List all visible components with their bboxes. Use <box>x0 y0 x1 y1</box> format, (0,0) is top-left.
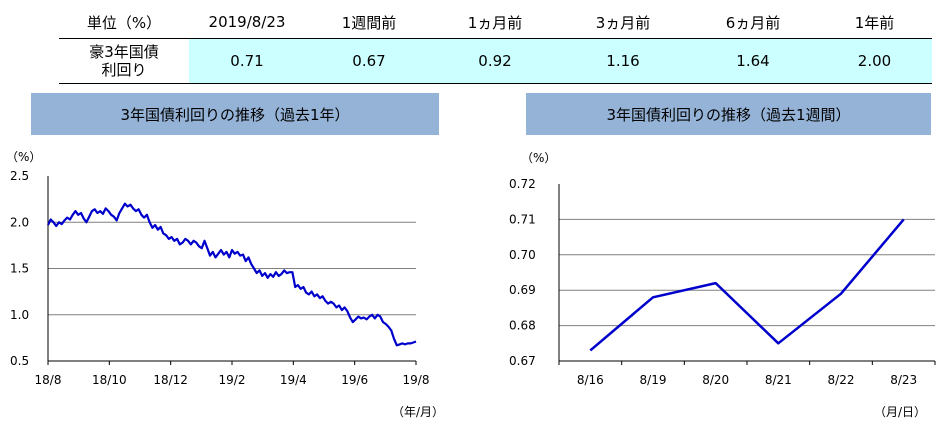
table-header-row: 単位（%） 2019/8/23 1週間前 1ヵ月前 3ヵ月前 6ヵ月前 1年前 <box>59 6 932 39</box>
x-tick-label: 19/2 <box>219 373 246 387</box>
x-tick-label: 8/20 <box>702 373 729 387</box>
y-tick-label: 0.68 <box>509 319 536 333</box>
value-cell: 1.16 <box>557 38 689 84</box>
header-cell: 1ヵ月前 <box>433 6 557 39</box>
y-tick-label: 0.67 <box>509 354 536 368</box>
x-tick-label: 8/19 <box>640 373 667 387</box>
x-tick-label: 18/8 <box>35 373 62 387</box>
y-tick-label: 2.0 <box>10 215 29 229</box>
value-cell: 0.92 <box>433 38 557 84</box>
y-tick-label: 0.5 <box>10 354 29 368</box>
yield-summary-table: 単位（%） 2019/8/23 1週間前 1ヵ月前 3ヵ月前 6ヵ月前 1年前 … <box>59 6 932 84</box>
value-cell: 1.64 <box>689 38 817 84</box>
y-tick-label: 0.72 <box>509 177 536 191</box>
x-tick-label: 8/21 <box>765 373 792 387</box>
chart1-yearly-yield: （%） （年/月） 2.5 2.0 1.5 1.0 0.5 18/8 18/10 18/12 1… <box>6 150 444 419</box>
value-cell: 2.00 <box>817 38 932 84</box>
x-tick-label: 18/10 <box>92 373 127 387</box>
x-tick-label: 8/16 <box>577 373 604 387</box>
chart1-title: 3年国債利回りの推移（過去1年） <box>31 93 439 135</box>
series-line <box>589 218 905 352</box>
value-cell: 0.67 <box>305 38 433 84</box>
row-label-line2: 利回り <box>101 61 147 79</box>
x-tick-label: 8/23 <box>890 373 917 387</box>
y-tick-label: 1.5 <box>10 262 29 276</box>
header-cell: 1年前 <box>817 6 932 39</box>
row-label-line1: 豪3年国債 <box>89 43 159 61</box>
y-tick-label: 0.69 <box>509 283 536 297</box>
unit-label: 単位（%） <box>59 6 189 39</box>
value-cell: 0.71 <box>189 38 305 84</box>
chart1-y-unit: （%） <box>6 150 41 164</box>
header-cell: 3ヵ月前 <box>557 6 689 39</box>
table-row: 豪3年国債 利回り 0.71 0.67 0.92 1.16 1.64 2.00 <box>59 38 932 84</box>
chart2-x-unit: （月/日） <box>874 405 926 419</box>
chart2-weekly-yield: （%） （月/日） 0.72 0.71 0.70 0.69 0.68 0.67 8/16 8/… <box>509 151 936 419</box>
x-tick-label: 19/4 <box>280 373 307 387</box>
y-tick-label: 1.0 <box>10 308 29 322</box>
series-line <box>47 202 417 347</box>
x-tick-label: 8/22 <box>828 373 855 387</box>
x-tick-label: 19/6 <box>341 373 368 387</box>
header-cell: 1週間前 <box>305 6 433 39</box>
y-tick-label: 0.70 <box>509 248 536 262</box>
y-tick-label: 0.71 <box>509 212 536 226</box>
chart2-y-unit: （%） <box>521 151 556 165</box>
header-cell: 2019/8/23 <box>189 6 305 39</box>
x-tick-label: 19/8 <box>403 373 430 387</box>
x-tick-label: 18/12 <box>153 373 188 387</box>
chart2-title: 3年国債利回りの推移（過去1週間） <box>526 93 931 135</box>
chart1-x-unit: （年/月） <box>392 405 444 419</box>
y-tick-label: 2.5 <box>10 169 29 183</box>
row-label: 豪3年国債 利回り <box>59 38 189 84</box>
header-cell: 6ヵ月前 <box>689 6 817 39</box>
